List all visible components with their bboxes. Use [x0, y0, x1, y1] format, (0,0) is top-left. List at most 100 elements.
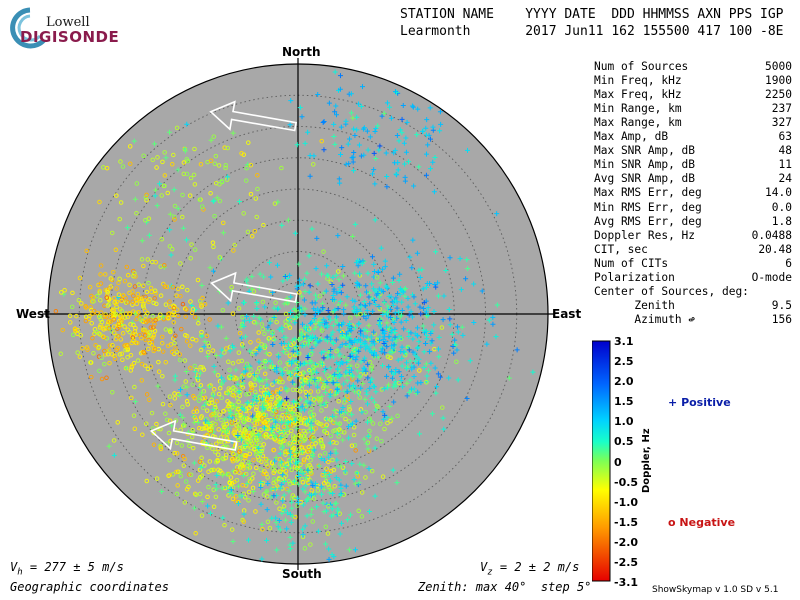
positive-doppler-point [322, 472, 328, 478]
positive-doppler-point [302, 324, 308, 330]
negative-doppler-point [132, 384, 137, 390]
negative-doppler-point [160, 373, 165, 379]
negative-doppler-point [237, 425, 242, 431]
negative-doppler-point [182, 423, 187, 428]
positive-doppler-point [340, 437, 346, 443]
negative-doppler-point [270, 466, 276, 471]
positive-doppler-point [214, 486, 220, 492]
positive-doppler-point [340, 264, 346, 270]
positive-doppler-point [291, 346, 297, 352]
positive-doppler-point [271, 315, 277, 321]
negative-doppler-point [264, 435, 269, 440]
negative-doppler-point [218, 468, 223, 474]
negative-doppler-point [311, 397, 317, 402]
negative-doppler-point [102, 348, 107, 354]
positive-doppler-point [226, 414, 232, 420]
positive-doppler-point [392, 298, 398, 304]
negative-doppler-point [167, 394, 173, 399]
negative-doppler-point [148, 285, 154, 291]
negative-doppler-point [94, 293, 100, 299]
negative-doppler-point [237, 393, 242, 399]
positive-doppler-point [385, 306, 391, 312]
positive-doppler-point [302, 407, 308, 413]
negative-doppler-point [151, 430, 156, 436]
negative-doppler-point [116, 334, 121, 339]
positive-doppler-point [235, 381, 241, 387]
positive-doppler-point [402, 293, 408, 299]
positive-doppler-point [336, 327, 342, 333]
negative-doppler-point [162, 262, 167, 268]
positive-doppler-point [428, 340, 434, 346]
positive-doppler-point [183, 369, 189, 375]
positive-doppler-point [366, 294, 372, 300]
positive-doppler-point [281, 478, 287, 484]
positive-doppler-point [369, 338, 375, 344]
positive-doppler-point [365, 270, 371, 276]
positive-doppler-point [267, 358, 273, 364]
positive-doppler-point [331, 340, 337, 346]
positive-doppler-point [247, 363, 253, 369]
negative-doppler-point [323, 524, 329, 529]
negative-doppler-point [274, 500, 279, 505]
positive-doppler-point [111, 452, 117, 458]
negative-doppler-point [395, 413, 400, 419]
negative-doppler-point [223, 162, 228, 168]
positive-doppler-point [214, 472, 220, 478]
negative-doppler-point [222, 424, 227, 430]
negative-doppler-point [136, 282, 141, 287]
positive-doppler-point [279, 419, 285, 425]
negative-doppler-point [184, 157, 190, 162]
positive-doppler-point [123, 365, 129, 371]
negative-doppler-point [205, 494, 210, 500]
negative-doppler-point [104, 375, 109, 381]
positive-doppler-point [377, 338, 383, 344]
positive-doppler-point [355, 263, 361, 269]
positive-doppler-point [346, 161, 352, 167]
negative-doppler-point [133, 332, 138, 337]
negative-doppler-point [291, 407, 297, 412]
negative-doppler-point [122, 315, 128, 320]
positive-doppler-point [302, 489, 308, 495]
negative-doppler-point [252, 382, 258, 388]
negative-doppler-point [252, 228, 257, 234]
positive-doppler-point [353, 418, 359, 424]
positive-doppler-point [368, 334, 374, 340]
negative-doppler-point [248, 381, 253, 386]
stat-label: Max SNR Amp, dB [594, 144, 696, 158]
positive-doppler-point [370, 308, 376, 314]
negative-doppler-point [230, 361, 236, 366]
positive-doppler-point [283, 464, 289, 470]
negative-doppler-point [140, 327, 146, 332]
positive-doppler-point [332, 501, 338, 507]
positive-doppler-point [338, 290, 344, 296]
negative-doppler-point [240, 459, 245, 464]
positive-doppler-point [356, 101, 362, 107]
negative-doppler-point [301, 459, 307, 464]
negative-doppler-point [134, 181, 140, 186]
stat-row: Polarization O-mode [594, 271, 792, 285]
negative-doppler-point [120, 164, 126, 169]
negative-doppler-point [238, 409, 243, 415]
positive-doppler-point [251, 313, 257, 319]
colorbar-tick-label: -2.5 [614, 555, 639, 569]
negative-doppler-point [114, 193, 119, 198]
positive-doppler-point [277, 451, 283, 457]
positive-doppler-point [305, 129, 311, 135]
positive-doppler-point [276, 390, 282, 396]
negative-doppler-point [147, 330, 152, 335]
stat-row: Min SNR Amp, dB 11 [594, 158, 792, 172]
negative-doppler-point [199, 302, 204, 308]
negative-doppler-point [127, 144, 133, 149]
negative-doppler-point [213, 153, 219, 159]
positive-doppler-point [256, 377, 262, 383]
stat-row: Max Range, km 327 [594, 116, 792, 130]
negative-doppler-point [75, 350, 80, 355]
positive-doppler-point [287, 534, 293, 540]
negative-doppler-point [102, 361, 107, 367]
positive-doppler-point [225, 485, 231, 491]
negative-doppler-point [379, 387, 385, 392]
positive-doppler-point [424, 373, 430, 379]
positive-doppler-point [372, 445, 378, 451]
negative-doppler-point [211, 467, 217, 473]
